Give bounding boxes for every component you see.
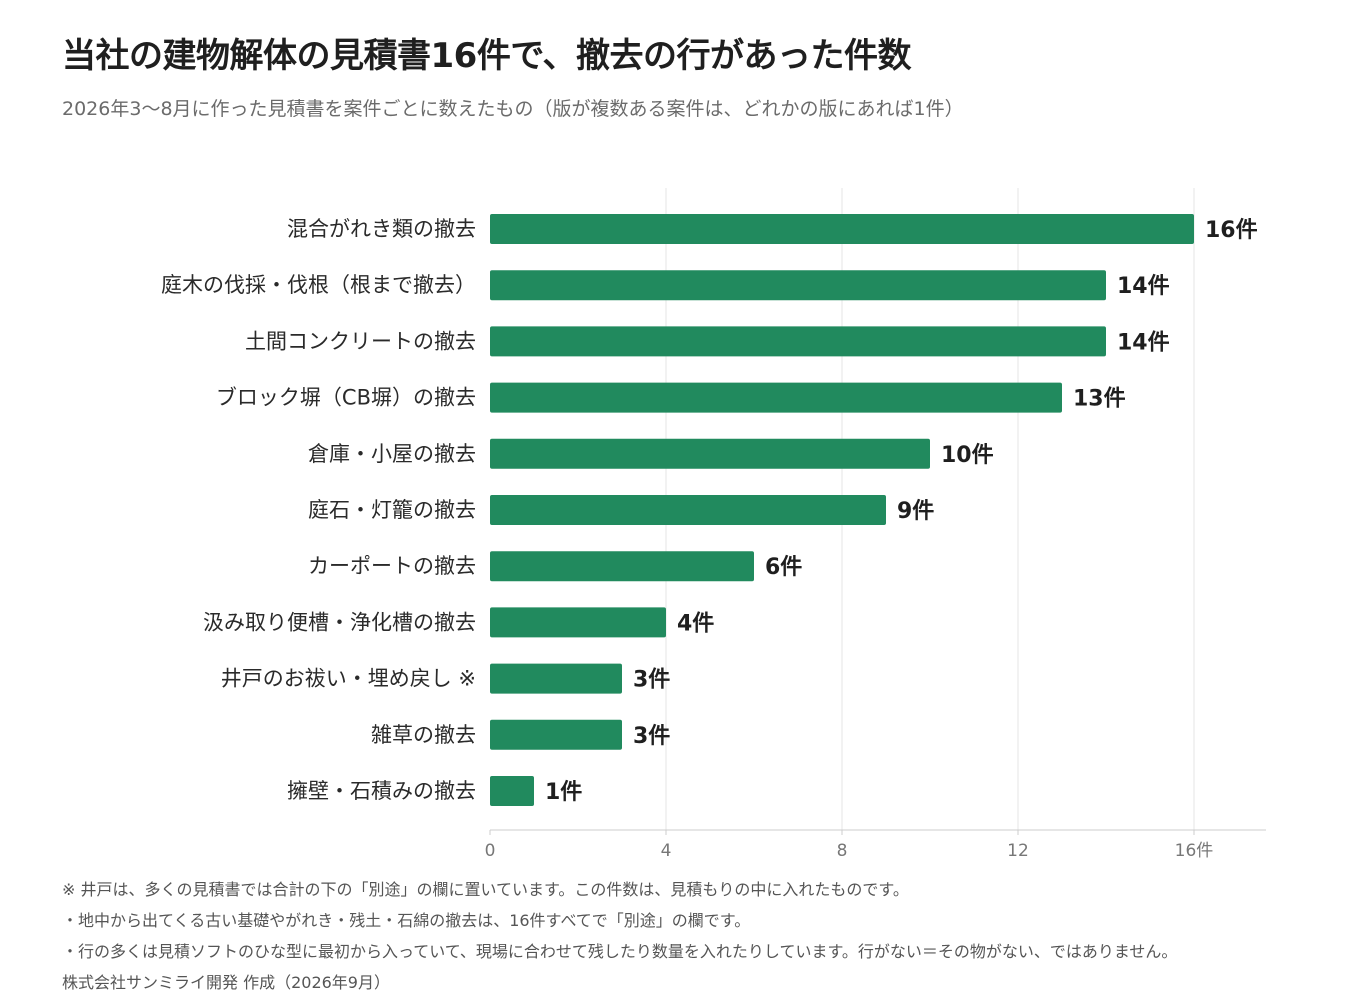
bar-7 [490, 607, 666, 638]
category-label-0: 混合がれき類の撤去 [287, 217, 476, 241]
footnote-well: ※ 井戸は、多くの見積書では合計の下の「別途」の欄に置いています。この件数は、見… [62, 880, 909, 899]
value-label-5: 9件 [897, 499, 934, 524]
x-tick-label-8: 8 [837, 841, 848, 861]
value-label-1: 14件 [1117, 274, 1170, 299]
value-label-6: 6件 [765, 555, 802, 580]
category-label-5: 庭石・灯籠の撤去 [308, 498, 476, 522]
chart-subtitle: 2026年3〜8月に作った見積書を案件ごとに数えたもの（版が複数ある案件は、どれ… [62, 98, 964, 120]
bar-8 [490, 663, 622, 694]
x-tick-label-12: 12 [1007, 841, 1029, 861]
bar-1 [490, 270, 1106, 301]
credit-line: 株式会社サンミライ開発 作成（2026年9月） [62, 973, 390, 992]
footnote-underground: ・地中から出てくる古い基礎やがれき・残土・石綿の撤去は、16件すべてで「別途」の… [62, 911, 751, 930]
value-label-8: 3件 [633, 668, 670, 693]
chart-title: 当社の建物解体の見積書16件で、撤去の行があった件数 [62, 36, 911, 76]
bar-6 [490, 551, 754, 582]
value-label-3: 13件 [1073, 387, 1126, 412]
bar-9 [490, 719, 622, 750]
category-label-6: カーポートの撤去 [308, 554, 476, 578]
category-label-3: ブロック塀（CB塀）の撤去 [216, 386, 476, 410]
value-labels: 16件 14件 14件 13件 10件 9件 6件 4件 3件 3件 1件 [545, 218, 1258, 805]
value-label-2: 14件 [1117, 330, 1170, 355]
bar-5 [490, 495, 886, 525]
x-tick-label-0: 0 [485, 841, 496, 861]
category-label-10: 擁壁・石積みの撤去 [287, 779, 476, 803]
value-label-4: 10件 [941, 443, 994, 468]
bar-4 [490, 438, 930, 469]
x-tick-label-16: 16件 [1175, 841, 1214, 861]
value-label-9: 3件 [633, 724, 670, 749]
category-label-9: 雑草の撤去 [371, 723, 476, 747]
bar-10 [490, 776, 534, 806]
footnote-template: ・行の多くは見積ソフトのひな型に最初から入っていて、現場に合わせて残したり数量を… [62, 942, 1178, 961]
category-label-4: 倉庫・小屋の撤去 [308, 442, 476, 466]
bar-2 [490, 326, 1106, 357]
value-label-0: 16件 [1205, 218, 1258, 243]
category-label-1: 庭木の伐採・伐根（根まで撤去） [161, 273, 476, 297]
x-axis: 0 4 8 12 16件 [485, 829, 1266, 861]
bars [490, 214, 1194, 806]
category-label-2: 土間コンクリートの撤去 [245, 329, 476, 353]
value-label-7: 4件 [677, 611, 714, 636]
category-label-7: 汲み取り便槽・浄化槽の撤去 [203, 610, 476, 634]
footer-notes: ※ 井戸は、多くの見積書では合計の下の「別途」の欄に置いています。この件数は、見… [62, 874, 1177, 998]
bar-0 [490, 214, 1194, 244]
x-tick-label-4: 4 [661, 841, 672, 861]
value-label-10: 1件 [545, 780, 582, 805]
category-label-8: 井戸のお祓い・埋め戻し ※ [221, 667, 476, 691]
bar-3 [490, 382, 1062, 413]
